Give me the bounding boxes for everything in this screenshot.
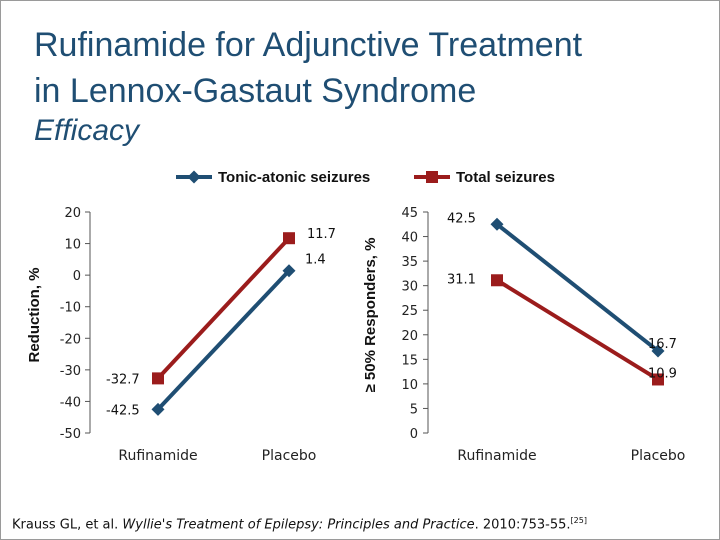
chart2-tick-label: 10 <box>401 378 418 393</box>
reference-number: [25] <box>570 516 587 525</box>
chart1-series-2-point <box>283 232 295 245</box>
chart2-series-line-1 <box>495 222 660 353</box>
chart1-y-axis-title: Reduction, % <box>26 267 43 362</box>
legend-label-2: Total seizures <box>456 169 555 186</box>
chart2-series-line-2 <box>495 278 660 382</box>
chart1-tick-label: 20 <box>64 206 81 221</box>
chart1-series-line-1 <box>156 269 291 411</box>
legend-marker-1 <box>187 170 201 184</box>
reference-source: Wyllie's Treatment of Epilepsy: Principl… <box>122 517 475 533</box>
reference-details: . 2010:753-55. <box>474 517 571 533</box>
chart2-tick-label: 25 <box>401 304 418 319</box>
chart1-tick-label: -20 <box>60 332 81 347</box>
chart1-series-2-point <box>152 372 164 385</box>
chart1-data-label: 1.4 <box>305 253 326 268</box>
chart1-series-line-2 <box>156 236 291 380</box>
chart1-tick-label: -10 <box>60 301 81 316</box>
chart1-data-label: -42.5 <box>106 403 140 418</box>
chart2-tick-label: 35 <box>401 255 418 270</box>
chart1-tick-label: -40 <box>60 395 81 410</box>
chart2-tick-label: 0 <box>410 427 418 442</box>
chart1-data-label: -32.7 <box>106 372 140 387</box>
chart1-tick-label: 10 <box>64 238 81 253</box>
chart2-series-2-point <box>652 373 664 386</box>
title-line-1: Rufinamide for Adjunctive Treatment <box>34 26 583 64</box>
reference-citation: Krauss GL, et al. Wyllie's Treatment of … <box>12 516 587 532</box>
chart2-category-label: Rufinamide <box>457 448 536 464</box>
chart1-tick-label: -50 <box>60 427 81 442</box>
chart2-category-label: Placebo <box>631 448 686 464</box>
chart2-tick-label: 20 <box>401 329 418 344</box>
chart2-tick-label: 45 <box>401 206 418 221</box>
reference-authors: Krauss GL, et al. <box>12 517 123 533</box>
chart2-data-label: 31.1 <box>447 272 476 287</box>
chart1-tick-label: 0 <box>73 269 81 284</box>
chart1-series-1-point <box>282 264 296 278</box>
chart1-series-1-point <box>151 402 165 416</box>
slide-title: Rufinamide for Adjunctive Treatment in L… <box>34 22 582 114</box>
chart1-category-label: Placebo <box>262 448 317 464</box>
legend-marker-2 <box>426 171 438 183</box>
chart2-tick-label: 40 <box>401 231 418 246</box>
chart1-data-label: 11.7 <box>307 227 336 242</box>
chart2-data-label: 42.5 <box>447 211 476 226</box>
chart2-series-2-point <box>491 274 503 287</box>
chart1-category-label: Rufinamide <box>118 448 197 464</box>
chart2-tick-label: 30 <box>401 280 418 295</box>
slide-subtitle: Efficacy <box>34 114 140 147</box>
chart2-data-label: 10.9 <box>648 366 677 381</box>
chart2-tick-label: 5 <box>410 402 418 417</box>
chart2-series-1-point <box>651 344 665 358</box>
chart2-series-1-point <box>490 217 504 231</box>
chart2-y-axis-title: ≥ 50% Responders, % <box>362 238 379 393</box>
legend-label-1: Tonic-atonic seizures <box>218 169 370 186</box>
chart1-tick-label: -30 <box>60 364 81 379</box>
title-line-2: in Lennox-Gastaut Syndrome <box>34 72 477 110</box>
chart2-tick-label: 15 <box>401 353 418 368</box>
chart2-data-label: 16.7 <box>648 337 677 352</box>
